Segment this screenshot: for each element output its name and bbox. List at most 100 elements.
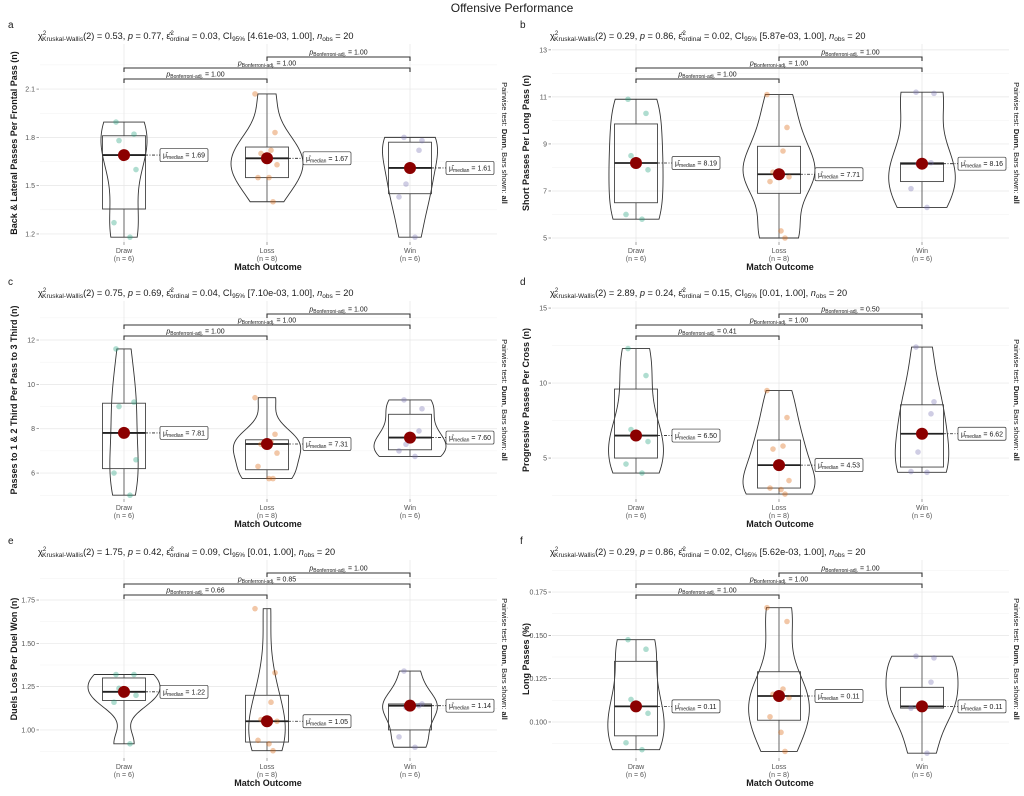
text: = [838,463,846,470]
formula-text: = [333,31,343,41]
p-symbol: p [165,329,170,336]
p-symbol: p [237,61,242,68]
data-point [403,181,409,187]
data-point [268,147,274,154]
mu-symbol: μ̂ [449,435,455,442]
note-bars: all [1012,196,1021,204]
formula-text: , [635,547,640,557]
note-text: Pairwise test: [500,339,509,386]
formula-text: = [333,288,343,298]
chi2-value: 0.29 [617,547,635,557]
box [900,404,944,468]
x-tick-count: (n = 6) [912,256,932,263]
y-tick-label: 9 [543,141,547,148]
data-point [639,746,645,753]
superscript: 2 [171,547,175,553]
ci-label: CI [735,31,744,41]
y-tick-label: 7 [543,188,547,195]
data-point [111,470,117,476]
note-bars: all [500,196,509,204]
data-point [419,137,425,144]
data-point [266,174,272,181]
text: = [183,430,191,437]
group-win: μ̂median = 0.11 [885,653,1007,756]
comparison-p-value: 0.66 [211,588,225,595]
epsilon-symbol: ε̂ [678,288,684,298]
data-point [111,699,117,706]
comparison-label: pBonferroni-adj. = 1.00 [749,577,808,586]
x-tick-label: Win [916,764,928,771]
median-label-box [159,426,209,440]
subscript: median [453,168,470,174]
formula-text: = [645,288,655,298]
group-draw: μ̂median = 7.81 [102,346,209,499]
formula-text: , [730,31,735,41]
data-point [396,734,402,740]
y-tick-label: 15 [539,306,547,313]
y-tick-label: 11 [540,94,547,101]
x-tick-label: Draw [116,764,133,771]
panel-f: f 0.100 0.125 0.150 0.175 Long Passes (%) Draw… [520,536,1021,788]
chi2-value: 0.29 [617,31,635,41]
ci-value: [5.62e-03, 1.00] [760,547,824,557]
comparison-label: pBonferroni-adj. = 0.66 [165,588,224,597]
n-value: 20 [343,288,353,298]
note-bars: all [500,453,509,461]
median-value: 8.19 [703,160,717,167]
subscript: Bonferroni-adj. [682,74,715,80]
superscript: 2 [555,547,559,553]
effect-size-value: 0.04 [200,288,218,298]
formula-text: (2) = [83,288,105,298]
formula-text: , [806,288,811,298]
effect-size-value: 0.02 [712,31,730,41]
group-win: μ̂median = 1.14 [382,668,495,751]
group-draw: μ̂median = 1.69 [100,119,209,240]
median-value: 6.62 [989,431,1003,438]
x-tick-count: (n = 8) [257,256,277,263]
median-label: μ̂median = 0.11 [818,693,860,702]
data-point [924,469,930,476]
subscript: median [822,465,839,471]
chi2-value: 0.53 [105,31,123,41]
note-text: , Bars shown: [500,405,509,453]
y-tick-label: 5 [543,236,547,243]
text: = [346,50,354,57]
data-point [643,110,649,117]
formula-text: , [312,288,317,298]
ci-value: [5.87e-03, 1.00] [760,31,824,41]
comparison-bracket [123,583,411,588]
data-point [255,463,261,470]
comparison-p-value: 1.00 [795,577,809,584]
median-dot [261,715,273,728]
y-tick-label: 0.125 [529,676,547,683]
data-point [778,729,784,736]
data-point [786,477,792,484]
ci-label: CI [735,547,744,557]
formula-text: = [701,31,711,41]
subscript: Bonferroni-adj. [825,309,858,315]
data-point [908,185,914,192]
p-symbol: p [749,577,754,584]
ci-value: [0.01, 1.00] [760,288,806,298]
ci-value: [0.01, 1.00] [248,547,294,557]
p-symbol: p [677,588,682,595]
data-point [270,475,276,482]
subscript: Kruskal-Wallis [42,552,84,559]
x-tick-label: Win [404,248,416,255]
median-label-box [445,430,495,445]
data-point [639,216,645,222]
data-point [419,405,425,412]
data-point [643,646,649,653]
median-dot [630,156,642,169]
y-tick-label: 8 [31,426,35,433]
subscript: median [965,706,982,712]
subscript: obs [834,552,845,559]
mu-symbol: μ̂ [961,161,967,168]
comparison-bracket [778,56,923,61]
p-symbol: p [165,588,170,595]
median-value: 7.81 [191,430,205,437]
comparison-p-value: 1.00 [354,307,368,314]
stats-formula: χ2 Kruskal-Wallis(2) = 1.75, p = 0.42, ε̂… [38,547,335,559]
text: = [981,161,989,168]
data-point [274,450,280,456]
